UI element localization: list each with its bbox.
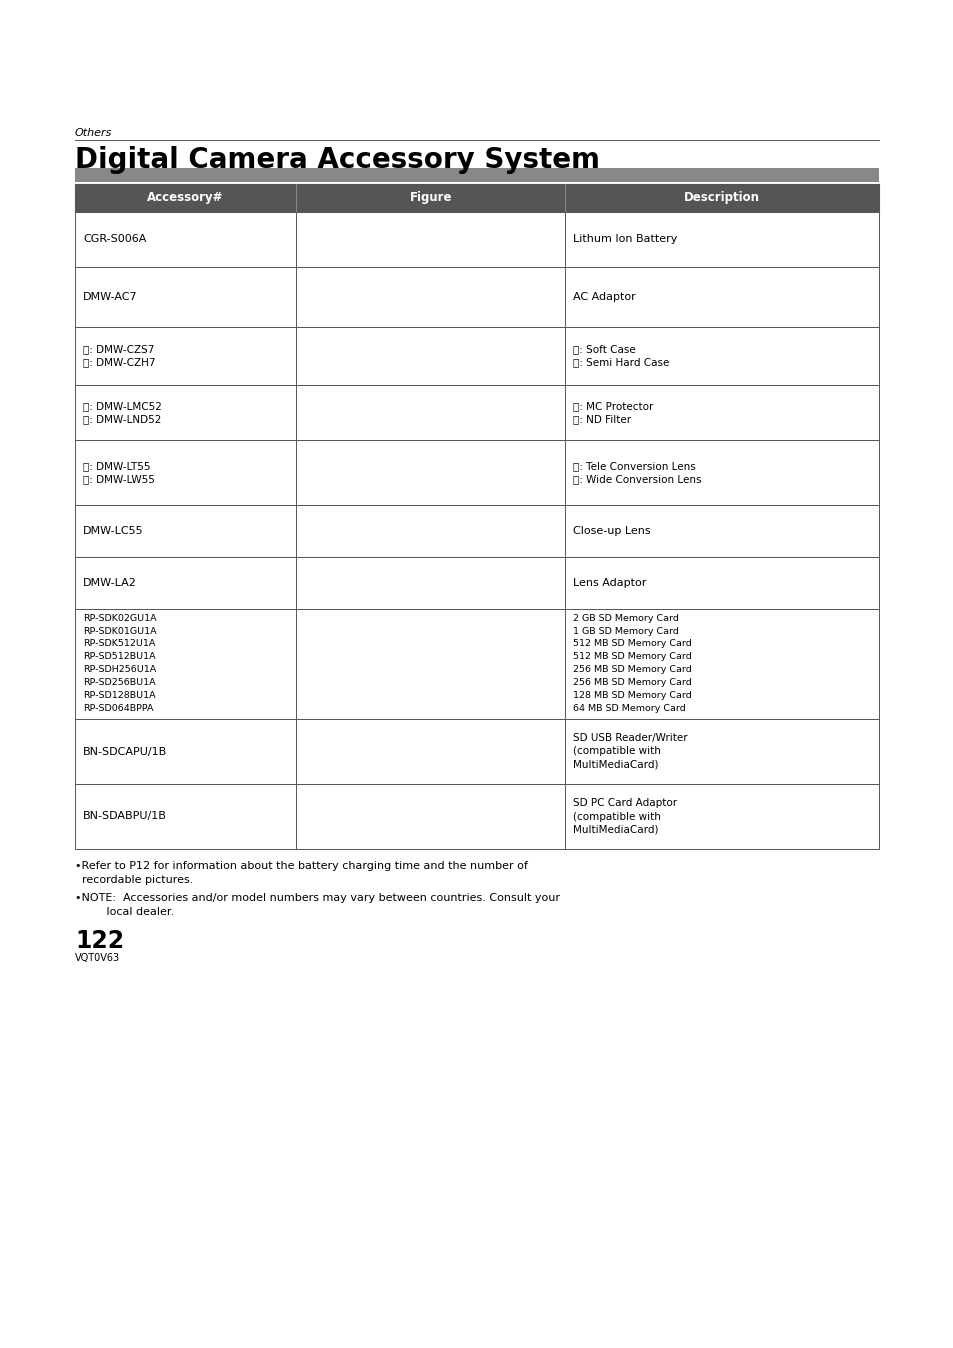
Text: RP-SD064BPPA: RP-SD064BPPA [83, 704, 153, 713]
Text: Ⓒ: MC Protector: Ⓒ: MC Protector [573, 400, 653, 411]
Bar [75, 439, 878, 506]
Text: Lens Adaptor: Lens Adaptor [573, 578, 646, 588]
Text: 512 MB SD Memory Card: 512 MB SD Memory Card [573, 652, 692, 662]
Text: 256 MB SD Memory Card: 256 MB SD Memory Card [573, 678, 692, 687]
Text: Ⓑ: DMW-CZH7: Ⓑ: DMW-CZH7 [83, 357, 155, 368]
Text: RP-SD128BU1A: RP-SD128BU1A [83, 692, 155, 700]
Text: Ⓓ: ND Filter: Ⓓ: ND Filter [573, 414, 631, 425]
Text: 1 GB SD Memory Card: 1 GB SD Memory Card [573, 627, 679, 635]
Bar [75, 609, 878, 718]
Text: Ⓕ: Wide Conversion Lens: Ⓕ: Wide Conversion Lens [573, 474, 701, 484]
Text: Close-up Lens: Close-up Lens [573, 526, 650, 537]
Text: Description: Description [683, 191, 760, 205]
Text: Ⓐ: DMW-CZS7: Ⓐ: DMW-CZS7 [83, 345, 154, 355]
Text: AC Adaptor: AC Adaptor [573, 293, 636, 302]
Bar [75, 183, 878, 212]
Text: RP-SDK01GU1A: RP-SDK01GU1A [83, 627, 156, 635]
Text: DMW-LC55: DMW-LC55 [83, 526, 144, 537]
Text: 512 MB SD Memory Card: 512 MB SD Memory Card [573, 639, 692, 648]
Text: 128 MB SD Memory Card: 128 MB SD Memory Card [573, 692, 692, 700]
Text: Ⓐ: Soft Case: Ⓐ: Soft Case [573, 345, 636, 355]
Bar [75, 212, 878, 267]
Text: BN-SDABPU/1B: BN-SDABPU/1B [83, 811, 167, 821]
Text: DMW-AC7: DMW-AC7 [83, 293, 137, 302]
Text: CGR-S006A: CGR-S006A [83, 235, 146, 244]
Text: DMW-LA2: DMW-LA2 [83, 578, 136, 588]
Text: Ⓔ: DMW-LT55: Ⓔ: DMW-LT55 [83, 461, 151, 470]
Text: Accessory#: Accessory# [147, 191, 224, 205]
Bar [75, 328, 878, 386]
Bar [75, 386, 878, 439]
Text: Ⓑ: Semi Hard Case: Ⓑ: Semi Hard Case [573, 357, 669, 368]
Text: 122: 122 [75, 929, 124, 953]
Text: •NOTE:  Accessories and/or model numbers may vary between countries. Consult you: •NOTE: Accessories and/or model numbers … [75, 892, 559, 903]
Bar [75, 168, 878, 182]
Text: Others: Others [75, 128, 112, 137]
Text: •Refer to P12 for information about the battery charging time and the number of: •Refer to P12 for information about the … [75, 861, 527, 871]
Text: 64 MB SD Memory Card: 64 MB SD Memory Card [573, 704, 685, 713]
Text: Ⓒ: DMW-LMC52: Ⓒ: DMW-LMC52 [83, 400, 162, 411]
Text: Figure: Figure [409, 191, 452, 205]
Bar [75, 506, 878, 557]
Text: BN-SDCAPU/1B: BN-SDCAPU/1B [83, 747, 167, 756]
Text: (compatible with: (compatible with [573, 811, 660, 821]
Text: VQT0V63: VQT0V63 [75, 953, 120, 962]
Text: RP-SDK02GU1A: RP-SDK02GU1A [83, 613, 156, 623]
Text: 256 MB SD Memory Card: 256 MB SD Memory Card [573, 666, 692, 674]
Bar [75, 557, 878, 609]
Text: RP-SD256BU1A: RP-SD256BU1A [83, 678, 155, 687]
Text: MultiMediaCard): MultiMediaCard) [573, 825, 659, 834]
Text: Digital Camera Accessory System: Digital Camera Accessory System [75, 146, 599, 174]
Bar [75, 267, 878, 328]
Text: SD USB Reader/Writer: SD USB Reader/Writer [573, 733, 687, 744]
Text: recordable pictures.: recordable pictures. [75, 875, 193, 886]
Text: (compatible with: (compatible with [573, 747, 660, 756]
Bar [75, 785, 878, 849]
Text: MultiMediaCard): MultiMediaCard) [573, 759, 659, 770]
Text: Ⓔ: Tele Conversion Lens: Ⓔ: Tele Conversion Lens [573, 461, 696, 470]
Bar [75, 718, 878, 785]
Text: RP-SD512BU1A: RP-SD512BU1A [83, 652, 155, 662]
Text: RP-SDK512U1A: RP-SDK512U1A [83, 639, 155, 648]
Text: Ⓕ: DMW-LW55: Ⓕ: DMW-LW55 [83, 474, 154, 484]
Text: 2 GB SD Memory Card: 2 GB SD Memory Card [573, 613, 679, 623]
Text: Ⓓ: DMW-LND52: Ⓓ: DMW-LND52 [83, 414, 161, 425]
Text: SD PC Card Adaptor: SD PC Card Adaptor [573, 798, 677, 809]
Text: Lithum Ion Battery: Lithum Ion Battery [573, 235, 677, 244]
Text: local dealer.: local dealer. [75, 907, 174, 917]
Text: RP-SDH256U1A: RP-SDH256U1A [83, 666, 156, 674]
